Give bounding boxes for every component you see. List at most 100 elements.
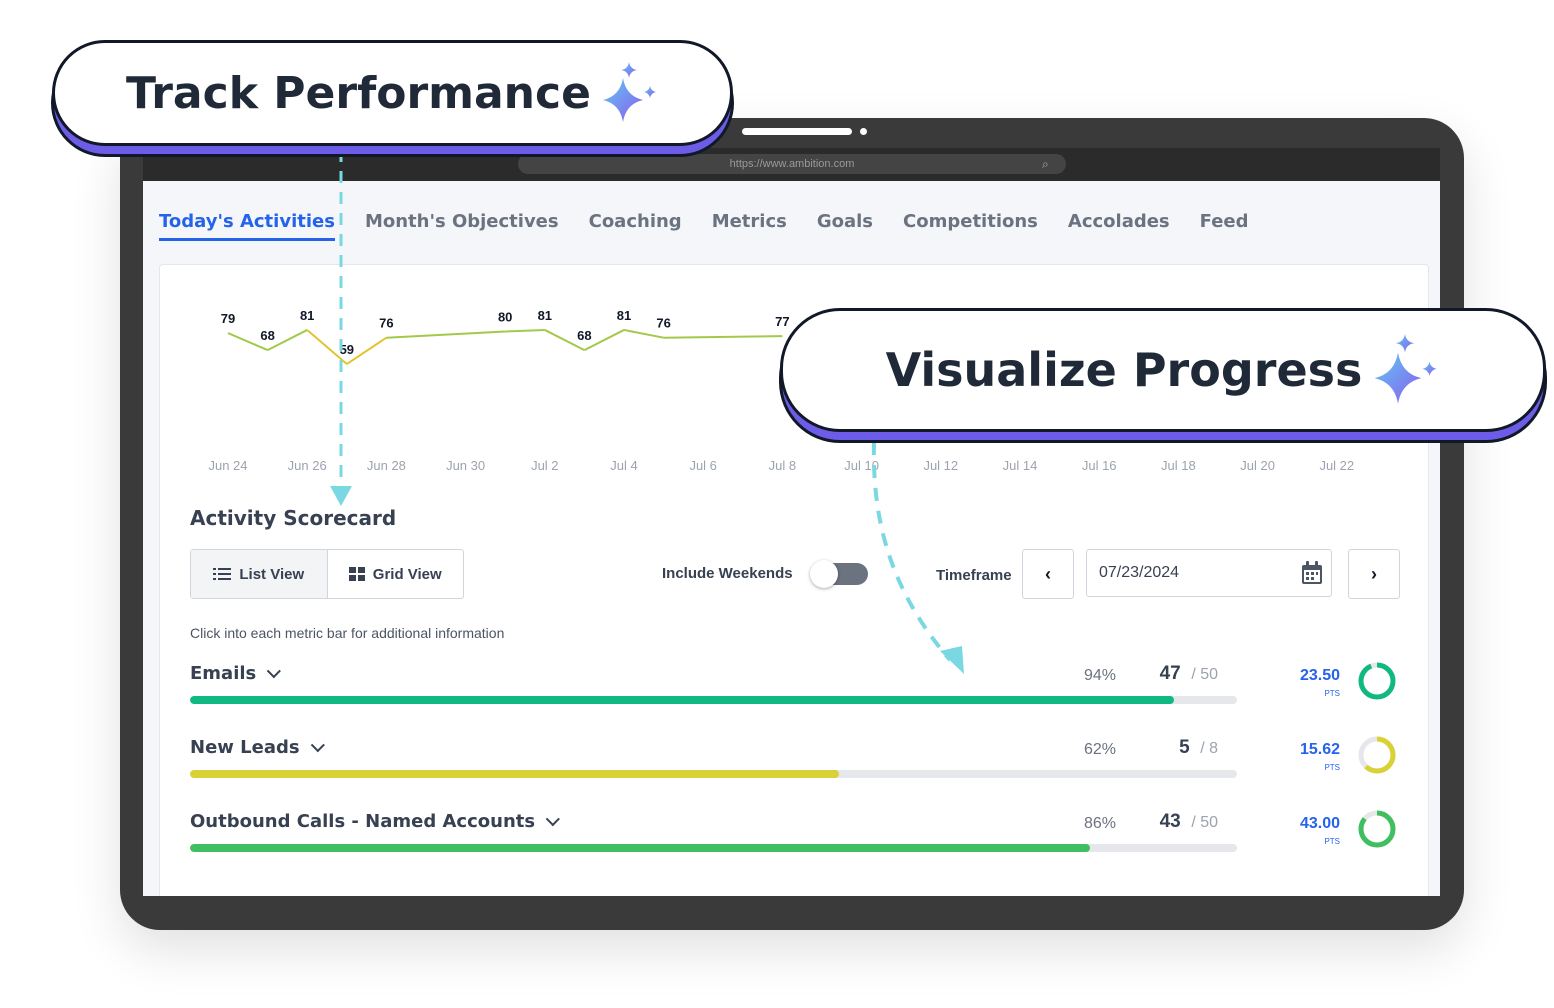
activities-card: Jun 24 Jun 26 Jun 28 Jun 30 Jul 2 Jul 4 Jul 6 J…: [159, 264, 1429, 896]
metric-progress-fill: [190, 770, 840, 778]
metric-target: / 50: [1191, 666, 1218, 683]
chevron-right-icon: ›: [1371, 563, 1377, 584]
tab-months-objectives[interactable]: Month's Objectives: [364, 211, 559, 232]
tab-accolades[interactable]: Accolades: [1067, 211, 1170, 232]
data-label: 77: [775, 314, 789, 329]
metric-progress-fill: [190, 696, 1175, 704]
metric-percent: 86%: [1083, 815, 1116, 832]
metric-name[interactable]: Emails: [190, 663, 282, 684]
x-tick-label: Jul 8: [769, 458, 796, 473]
data-label: 76: [379, 316, 393, 331]
x-tick-label: Jun 30: [446, 458, 485, 473]
callout-title: Track Performance: [126, 67, 591, 119]
metric-progress-bar[interactable]: [190, 844, 1237, 852]
search-icon[interactable]: ⌕: [1042, 157, 1049, 171]
x-tick-label: Jul 12: [923, 458, 958, 473]
metric-count: 5 / 8: [1179, 737, 1218, 758]
series-line-segment: [505, 328, 545, 333]
metric-target: / 50: [1191, 814, 1218, 831]
sparkle-icon: [1375, 333, 1437, 404]
x-tick-label: Jul 18: [1161, 458, 1196, 473]
x-tick-label: Jun 26: [288, 458, 327, 473]
timeframe-label: Timeframe: [936, 567, 1012, 584]
data-label: 68: [260, 328, 274, 343]
metric-progress-bar[interactable]: [190, 770, 1237, 778]
url-field[interactable]: https://www.ambition.com: [518, 154, 1066, 174]
next-date-button[interactable]: ›: [1348, 549, 1400, 599]
data-label: 81: [300, 308, 314, 323]
x-tick-label: Jun 28: [367, 458, 406, 473]
metric-points: 15.62: [1299, 741, 1340, 758]
series-line-segment: [227, 332, 268, 352]
metric-name[interactable]: Outbound Calls - Named Accounts: [190, 811, 560, 832]
metric-points: 23.50: [1299, 667, 1340, 684]
chevron-left-icon: ‹: [1045, 563, 1051, 584]
metric-target: / 8: [1200, 740, 1218, 757]
progress-ring: [1358, 736, 1396, 774]
data-label: 59: [340, 342, 354, 357]
data-label: 76: [656, 316, 670, 331]
section-title: Activity Scorecard: [190, 506, 397, 530]
x-tick-label: Jul 16: [1082, 458, 1117, 473]
chevron-down-icon: [310, 738, 325, 753]
metric-name[interactable]: New Leads: [190, 737, 325, 758]
series-line-segment: [623, 328, 664, 339]
metric-row: Emails 94% 47 / 50 23.50 PTS: [190, 662, 1420, 723]
tab-goals[interactable]: Goals: [816, 211, 874, 232]
series-line-segment: [544, 329, 585, 351]
app-screen: Today's Activities Month's Objectives Co…: [143, 181, 1440, 896]
grid-view-label: Grid View: [372, 565, 442, 583]
data-label: 81: [538, 308, 552, 323]
x-tick-label: Jul 4: [610, 458, 637, 473]
include-weekends-label: Include Weekends: [662, 565, 793, 582]
metric-row: Outbound Calls - Named Accounts 86% 43 / 5…: [190, 810, 1420, 871]
metric-percent: 62%: [1083, 741, 1116, 758]
callout-title: Visualize Progress: [885, 343, 1363, 397]
chevron-down-icon: [267, 664, 282, 679]
series-line-segment: [346, 336, 387, 365]
previous-date-button[interactable]: ‹: [1022, 549, 1074, 599]
tab-feed[interactable]: Feed: [1199, 211, 1249, 232]
tab-competitions[interactable]: Competitions: [903, 211, 1038, 232]
metric-progress-fill: [190, 844, 1091, 852]
grid-icon: [348, 567, 365, 581]
camera-dot: [860, 128, 867, 135]
tab-metrics[interactable]: Metrics: [711, 211, 787, 232]
series-line-segment: [267, 329, 308, 351]
points-label: PTS: [1324, 837, 1340, 846]
data-label: 68: [577, 328, 591, 343]
x-tick-label: Jul 10: [844, 458, 879, 473]
metric-row: New Leads 62% 5 / 8 15.62 PTS: [190, 736, 1420, 797]
metric-progress-bar[interactable]: [190, 696, 1237, 704]
tab-bar: Today's Activities Month's Objectives Co…: [159, 211, 1249, 241]
scorecard-hint: Click into each metric bar for additiona…: [190, 625, 505, 641]
metric-count: 47 / 50: [1159, 663, 1218, 684]
series-line-segment: [663, 335, 783, 339]
list-view-label: List View: [239, 565, 305, 583]
x-tick-label: Jul 2: [531, 458, 558, 473]
x-tick-label: Jun 24: [208, 458, 247, 473]
data-label: 80: [498, 310, 512, 325]
calendar-icon[interactable]: [1301, 561, 1323, 585]
x-tick-label: Jul 14: [1003, 458, 1038, 473]
points-label: PTS: [1324, 689, 1340, 698]
sparkle-icon: [602, 62, 656, 122]
metric-count: 43 / 50: [1159, 811, 1218, 832]
toggle-knob: [810, 560, 838, 588]
date-field[interactable]: [1086, 549, 1332, 597]
list-icon: [213, 568, 232, 580]
chevron-down-icon: [545, 812, 560, 827]
metric-points: 43.00: [1299, 815, 1340, 832]
list-view-button[interactable]: List View: [191, 550, 328, 598]
tab-todays-activities[interactable]: Today's Activities: [159, 211, 335, 241]
grid-view-button[interactable]: Grid View: [328, 550, 464, 598]
visualize-progress-callout: Visualize Progress: [780, 308, 1546, 432]
x-tick-label: Jul 6: [689, 458, 716, 473]
data-label: 81: [617, 308, 631, 323]
series-line-segment: [583, 329, 625, 351]
series-line-segment: [386, 330, 506, 339]
include-weekends-toggle[interactable]: [810, 560, 868, 588]
tab-coaching[interactable]: Coaching: [588, 211, 682, 232]
points-label: PTS: [1324, 763, 1340, 772]
x-tick-label: Jul 22: [1319, 458, 1354, 473]
